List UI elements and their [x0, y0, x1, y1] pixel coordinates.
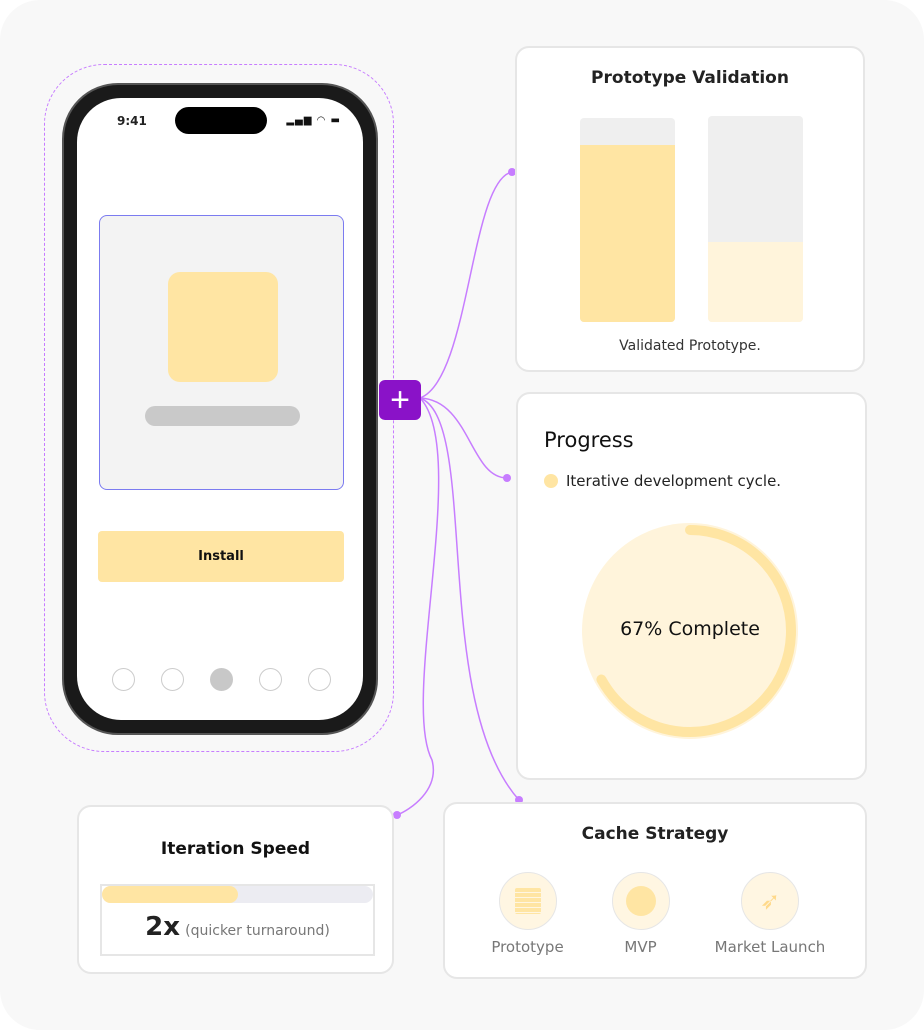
status-icons: ▂▄▆ ◠ ▬: [286, 115, 341, 126]
page-dot[interactable]: [161, 668, 184, 691]
speed-fill: [102, 886, 238, 903]
connector-node: [508, 168, 516, 176]
phone-mockup: 9:41 ▂▄▆ ◠ ▬ Install: [62, 83, 378, 735]
card-title: Iteration Speed: [160, 839, 311, 859]
card-title: Prototype Validation: [591, 68, 789, 88]
app-icon-placeholder: [168, 272, 278, 382]
validation-bar-fill: [708, 241, 803, 322]
card-title: Progress: [544, 428, 634, 452]
connector-cache: [419, 397, 520, 801]
validation-bar: [708, 116, 803, 322]
prototype-validation-card: Prototype Validation Validated Prototype…: [515, 46, 865, 372]
page-dot[interactable]: [308, 668, 331, 691]
cache-item[interactable]: ➶ Market Launch: [700, 872, 840, 956]
speed-value: 2x: [145, 912, 181, 942]
status-time: 9:41: [117, 114, 147, 128]
validation-bar: [580, 118, 675, 322]
page-dot-active[interactable]: [210, 668, 233, 691]
progress-ring: [582, 523, 798, 739]
card-caption: Validated Prototype.: [619, 338, 761, 354]
add-button[interactable]: +: [379, 380, 421, 420]
progress-label: 67% Complete: [620, 618, 760, 640]
connector-progress: [419, 397, 508, 479]
app-title-placeholder: [145, 406, 300, 426]
validation-bar-fill: [580, 144, 675, 322]
legend-label: Iterative development cycle.: [566, 472, 782, 490]
clock-icon: [611, 872, 670, 930]
connector-speed: [396, 397, 440, 816]
connector-node: [393, 811, 401, 819]
rocket-icon: ➶: [741, 872, 799, 930]
cache-item-label: Market Launch: [714, 938, 826, 956]
card-title: Cache Strategy: [581, 824, 729, 844]
signal-icon: ▂▄▆: [286, 115, 313, 126]
dynamic-island: [175, 107, 267, 134]
battery-icon: ▬: [330, 115, 341, 126]
cache-item-label: MVP: [624, 938, 657, 956]
legend-dot: [544, 474, 558, 488]
app-preview-card: [99, 215, 344, 490]
progress-arc: [584, 525, 796, 737]
speed-note: (quicker turnaround): [185, 923, 330, 939]
connector-validation: [419, 171, 513, 399]
phone-screen: 9:41 ▂▄▆ ◠ ▬ Install: [77, 98, 363, 720]
speed-panel: 2x (quicker turnaround): [100, 884, 375, 956]
progress-card: Progress Iterative development cycle. 67…: [516, 392, 867, 780]
cache-strategy-card: Cache Strategy Prototype MVP ➶ Market La…: [443, 802, 867, 979]
page-indicator: [112, 668, 331, 691]
cache-item-label: Prototype: [491, 938, 564, 956]
connector-node: [503, 474, 511, 482]
install-button[interactable]: Install: [98, 531, 344, 582]
cache-item[interactable]: Prototype: [475, 872, 580, 956]
cache-item[interactable]: MVP: [588, 872, 693, 956]
page-dot[interactable]: [112, 668, 135, 691]
iteration-speed-card: Iteration Speed 2x (quicker turnaround): [77, 805, 394, 974]
page-dot[interactable]: [259, 668, 282, 691]
speed-track: [102, 886, 373, 903]
list-icon: [498, 872, 557, 930]
wifi-icon: ◠: [316, 115, 327, 126]
